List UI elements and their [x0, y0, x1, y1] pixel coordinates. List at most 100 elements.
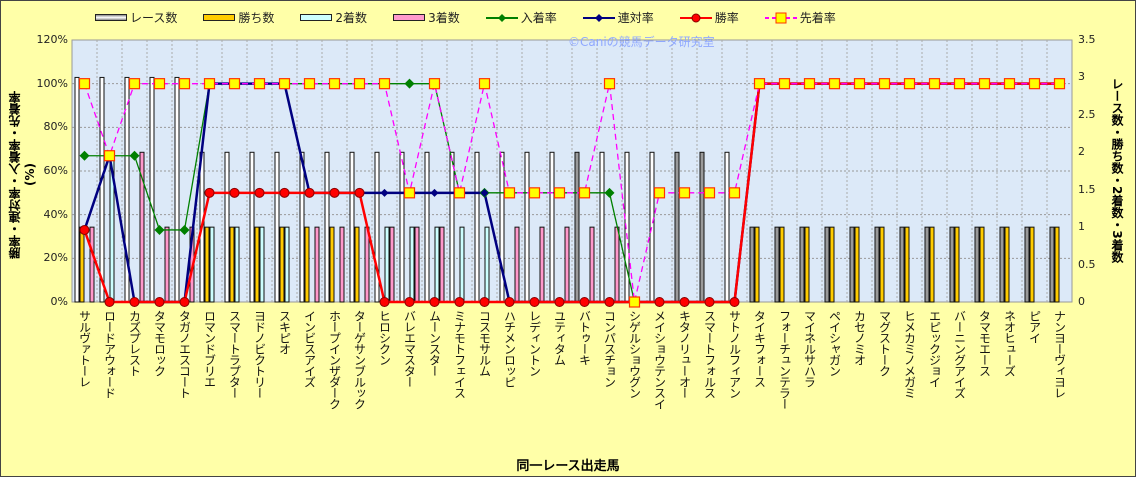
bar-race-count	[224, 151, 230, 303]
bar-second	[459, 226, 465, 303]
finish-ahead-rate-marker	[878, 78, 891, 90]
finish-ahead-rate-marker	[153, 78, 166, 90]
x-tick-label: ハチメンロッピ	[502, 310, 517, 387]
bar-third	[339, 226, 345, 303]
legend-item: 勝率	[679, 9, 739, 26]
bar-wins	[354, 226, 360, 303]
bar-race-count	[399, 151, 405, 303]
finish-ahead-rate-marker	[428, 78, 441, 90]
finish-ahead-rate-marker	[903, 78, 916, 90]
y-tick-right: 2	[1078, 145, 1085, 159]
finish-ahead-rate-marker	[278, 78, 291, 90]
bar-race-count	[1049, 226, 1055, 303]
bar-third	[164, 226, 170, 303]
win-rate-marker	[679, 297, 690, 307]
finish-ahead-rate-marker	[803, 78, 816, 90]
x-tick-label: コスモサルム	[477, 310, 492, 376]
bar-race-count	[674, 151, 680, 303]
bar-race-count	[874, 226, 880, 303]
x-tick-label: バレエマスター	[402, 310, 417, 387]
finish-ahead-rate-marker	[453, 187, 466, 199]
finish-ahead-rate-marker	[178, 78, 191, 90]
placing-rate-marker	[404, 78, 415, 89]
bar-wins	[754, 226, 760, 303]
finish-ahead-rate-marker	[703, 187, 716, 199]
bar-third	[414, 226, 420, 303]
x-tick-label: バトゥーキ	[577, 310, 592, 365]
bar-third	[439, 226, 445, 303]
bar-race-count	[974, 226, 980, 303]
y-tick-left: 20%	[43, 251, 68, 265]
x-tick-label: タガノエスコート	[177, 310, 192, 398]
bar-wins	[1054, 226, 1060, 303]
placing-rate-marker	[154, 224, 165, 235]
bar-wins	[279, 226, 285, 303]
win-rate-marker	[554, 297, 565, 307]
bar-wins	[829, 226, 835, 303]
bar-wins	[1004, 226, 1010, 303]
bar-wins	[954, 226, 960, 303]
bar-wins	[329, 226, 335, 303]
legend-swatch	[95, 14, 127, 21]
bar-race-count	[649, 151, 655, 303]
legend-label: 入着率	[520, 11, 557, 25]
finish-ahead-rate-line	[83, 83, 1060, 303]
bar-wins	[904, 226, 910, 303]
bar-race-count	[599, 151, 605, 303]
bar-third	[364, 226, 370, 303]
x-axis-label: 同一レース出走馬	[516, 459, 620, 474]
rentai-rate-marker	[380, 188, 389, 197]
win-rate-marker	[454, 297, 465, 307]
bar-race-count	[249, 151, 255, 303]
finish-ahead-rate-marker	[1003, 78, 1016, 90]
finish-ahead-rate-marker	[728, 187, 741, 199]
finish-ahead-rate-marker	[78, 78, 91, 90]
y-tick-right: 1.5	[1078, 182, 1096, 196]
y-tick-right: 3	[1078, 70, 1085, 84]
bar-third	[589, 226, 595, 303]
win-rate-marker	[379, 297, 390, 307]
y-tick-left: 60%	[43, 164, 68, 177]
x-tick-label: スキピオ	[277, 310, 292, 354]
bar-second	[259, 226, 265, 303]
rentai-rate-marker	[430, 188, 439, 197]
bar-race-count	[824, 226, 830, 303]
win-rate-marker	[404, 297, 415, 307]
bar-race-count	[899, 226, 905, 303]
finish-ahead-rate-marker	[628, 296, 641, 308]
bar-second	[209, 226, 215, 303]
legend-item: 3着数	[393, 9, 460, 26]
bar-race-count	[699, 151, 705, 303]
bar-race-count	[524, 151, 530, 303]
win-rate-marker	[429, 297, 440, 307]
win-rate-marker	[229, 187, 240, 198]
x-tick-label: インビスアイズ	[302, 310, 317, 387]
finish-ahead-rate-marker	[378, 78, 391, 90]
legend-swatch	[485, 13, 518, 22]
bar-wins	[979, 226, 985, 303]
x-tick-label: コンパスチョン	[602, 310, 617, 387]
bar-wins	[204, 226, 210, 303]
win-rate-marker	[354, 187, 365, 198]
bar-third	[89, 226, 95, 303]
y-tick-left: 100%	[36, 76, 68, 90]
legend-item: 入着率	[485, 9, 557, 26]
bar-race-count	[74, 76, 80, 303]
win-rate-marker	[704, 297, 715, 307]
x-tick-label: ヒメカミノメガミ	[902, 310, 917, 398]
bar-wins	[804, 226, 810, 303]
finish-ahead-rate-marker	[853, 78, 866, 90]
y-axis-left-label: 勝率・連対率・入着率・先着率(%)	[8, 91, 37, 259]
bar-third	[564, 226, 570, 303]
legend-label: レース数	[130, 11, 178, 25]
bar-race-count	[749, 226, 755, 303]
legend-label: 2着数	[335, 11, 368, 25]
finish-ahead-rate-marker	[228, 78, 241, 90]
finish-ahead-rate-marker	[603, 78, 616, 90]
x-tick-label: バーニングアイズ	[952, 310, 967, 398]
finish-ahead-rate-marker	[328, 78, 341, 90]
finish-ahead-rate-marker	[828, 78, 841, 90]
x-tick-label: ペイシャガン	[827, 310, 842, 376]
bar-race-count	[999, 226, 1005, 303]
bar-race-count	[724, 151, 730, 303]
